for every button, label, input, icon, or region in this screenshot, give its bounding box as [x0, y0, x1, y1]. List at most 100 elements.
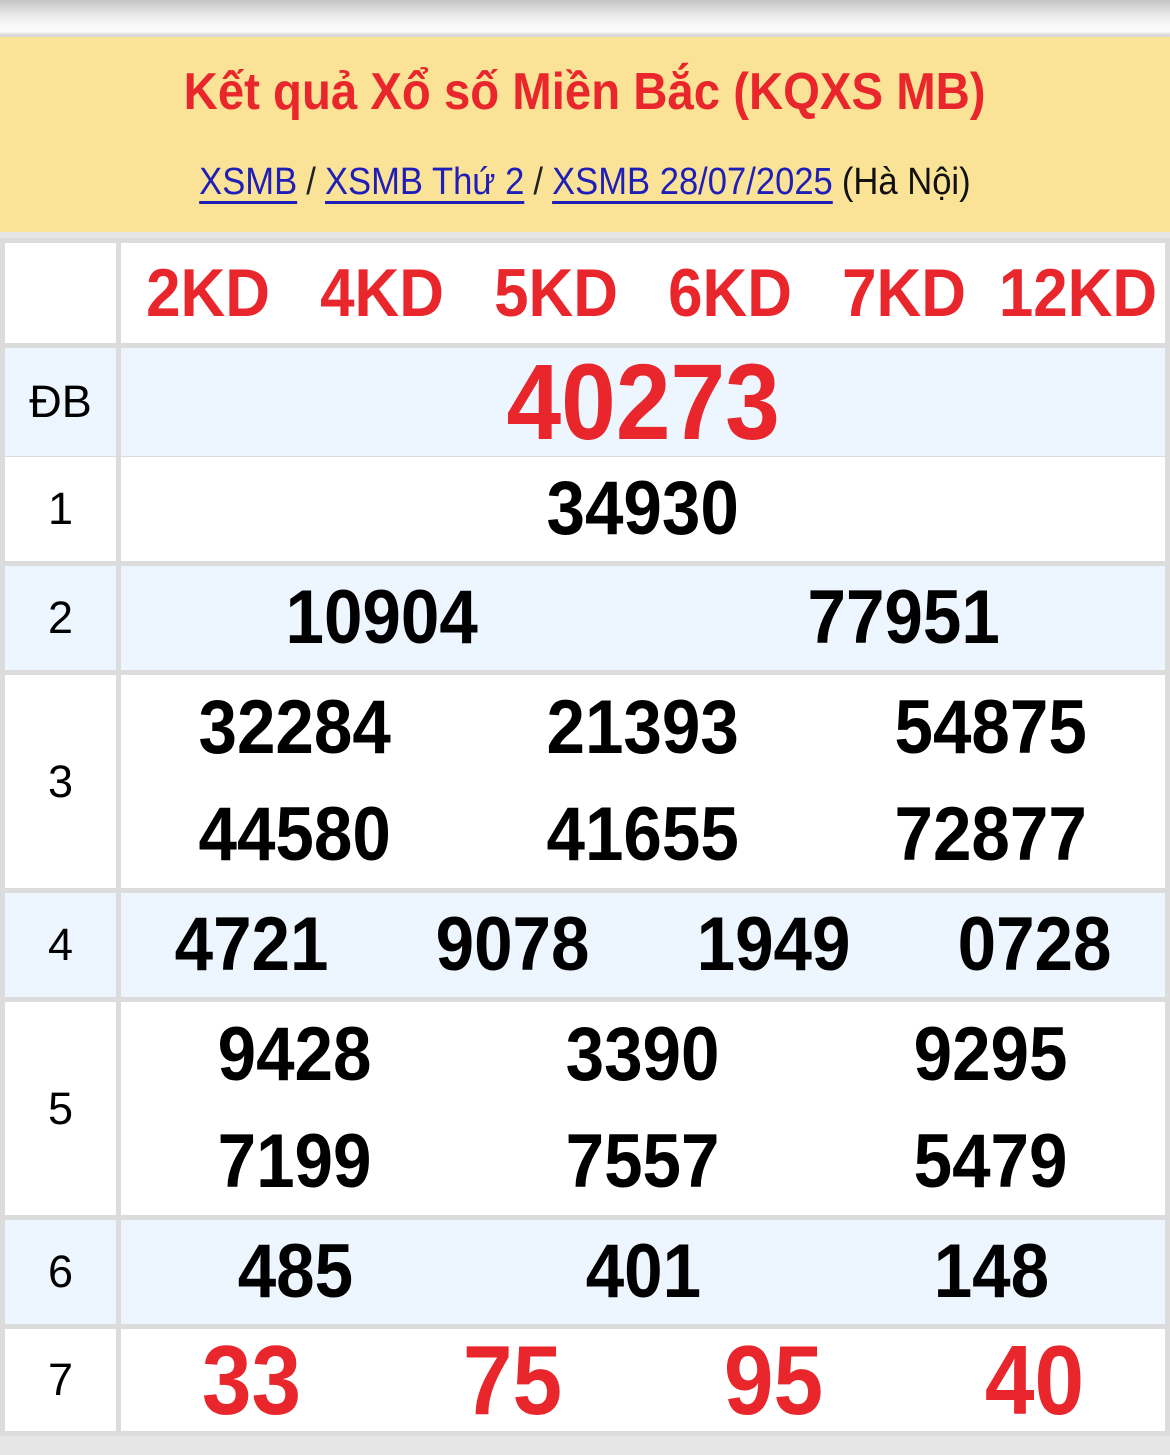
- prize-label-text: ĐB: [29, 376, 92, 427]
- breadcrumb-link-3[interactable]: XSMB 28/07/2025: [552, 161, 833, 203]
- prize-label-7: 7: [5, 1329, 116, 1431]
- breadcrumb-separator: /: [533, 161, 544, 203]
- kd-tab-cell: 2KD: [121, 243, 295, 343]
- breadcrumb-line: XSMB / XSMB Thứ 2/XSMB 28/07/2025 (Hà Nội): [0, 159, 1170, 205]
- prize-label-1: 1: [5, 457, 116, 561]
- prize-number-cell: 485: [121, 1220, 469, 1324]
- prize-values-line: 33 75 95 40: [121, 1329, 1165, 1431]
- prize-number: 44580: [198, 791, 392, 877]
- kd-tabs-line: 2KD 4KD 5KD 6KD 7KD 12KD: [121, 243, 1165, 343]
- prize-number-cell: 21393: [469, 675, 817, 782]
- prize-number-cell: 77951: [643, 566, 1165, 670]
- prize-number-cell: 7199: [121, 1109, 469, 1216]
- prize-number: 77951: [807, 575, 1001, 660]
- breadcrumb-separator: /: [306, 161, 316, 203]
- kd-tab-5kd[interactable]: 5KD: [494, 255, 618, 331]
- prize-number-cell: 10904: [121, 566, 643, 670]
- prize-number-cell: 9295: [817, 1002, 1165, 1109]
- breadcrumb-link-1[interactable]: XSMB: [199, 161, 298, 203]
- kd-tab-6kd[interactable]: 6KD: [668, 255, 792, 331]
- prize-row-3: 3 32284 21393 54875 44580 41655 72877: [5, 675, 1165, 888]
- prize-number: 1949: [696, 902, 851, 987]
- prize-number-cell: 32284: [121, 675, 469, 782]
- prize-number: 95: [723, 1325, 824, 1435]
- prize-number: 3390: [566, 1012, 720, 1098]
- breadcrumb-link-2[interactable]: XSMB Thứ 2: [325, 161, 525, 203]
- prize-number-cell: 401: [469, 1220, 817, 1324]
- prize-number-cell: 33: [121, 1329, 382, 1431]
- prize-number: 0728: [957, 902, 1112, 987]
- prize-number: 9428: [218, 1012, 372, 1098]
- prize-number-cell: 9428: [121, 1002, 469, 1109]
- kd-tab-cell: 5KD: [469, 243, 643, 343]
- prize-number: 148: [933, 1229, 1049, 1314]
- kd-header-empty-cell: [5, 243, 116, 343]
- prize-values-line: 7199 7557 5479: [121, 1109, 1165, 1216]
- page-title: Kết quả Xổ số Miền Bắc (KQXS MB): [184, 63, 986, 121]
- prize-number: 33: [201, 1325, 302, 1435]
- prize-label-text: 2: [47, 592, 74, 643]
- kd-header-row: 2KD 4KD 5KD 6KD 7KD 12KD: [5, 243, 1165, 343]
- prize-values-line: 9428 3390 9295: [121, 1002, 1165, 1109]
- prize-number: 54875: [894, 685, 1088, 771]
- breadcrumb: XSMB / XSMB Thứ 2/XSMB 28/07/2025: [199, 161, 833, 203]
- prize-number-cell: 5479: [817, 1109, 1165, 1216]
- breadcrumb-location: (Hà Nội): [842, 161, 971, 203]
- prize-values-db: 40273: [121, 348, 1165, 456]
- prize-number-cell: 34930: [121, 457, 1165, 561]
- prize-values-5: 9428 3390 9295 7199 7557 5479: [121, 1002, 1165, 1215]
- prize-values-line: 34930: [121, 457, 1165, 561]
- prize-values-line: 4721 9078 1949 0728: [121, 893, 1165, 997]
- results-body: ĐB 40273 1 34930 2 10904 77951 3 32284 21393 54875…: [5, 348, 1165, 1431]
- prize-number-cell: 7557: [469, 1109, 817, 1216]
- prize-label-db: ĐB: [5, 348, 116, 456]
- prize-values-2: 10904 77951: [121, 566, 1165, 670]
- prize-number: 401: [585, 1229, 701, 1314]
- prize-values-6: 485 401 148: [121, 1220, 1165, 1324]
- prize-number: 9295: [914, 1012, 1068, 1098]
- prize-label-text: 3: [47, 755, 74, 807]
- prize-number: 7199: [218, 1118, 372, 1204]
- prize-number: 32284: [198, 685, 392, 771]
- kd-tab-2kd[interactable]: 2KD: [146, 255, 270, 331]
- prize-values-line: 485 401 148: [121, 1220, 1165, 1324]
- prize-row-7: 7 33 75 95 40: [5, 1329, 1165, 1431]
- prize-number: 9078: [435, 902, 590, 987]
- prize-label-6: 6: [5, 1220, 116, 1324]
- prize-label-3: 3: [5, 675, 116, 888]
- prize-number: 4721: [174, 902, 329, 987]
- kd-tabs: 2KD 4KD 5KD 6KD 7KD 12KD: [121, 243, 1165, 343]
- prize-number: 21393: [546, 685, 740, 771]
- prize-label-text: 5: [47, 1082, 74, 1134]
- kd-tab-cell: 4KD: [295, 243, 469, 343]
- prize-number: 75: [462, 1325, 563, 1435]
- prize-number-cell: 75: [382, 1329, 643, 1431]
- prize-number: 40: [984, 1325, 1085, 1435]
- prize-number-cell: 44580: [121, 782, 469, 889]
- prize-row-db: ĐB 40273: [5, 348, 1165, 456]
- results-table: 2KD 4KD 5KD 6KD 7KD 12KD ĐB 40273 1 34930 2 10904 7…: [0, 238, 1170, 1436]
- prize-row-1: 1 34930: [5, 457, 1165, 561]
- prize-row-6: 6 485 401 148: [5, 1220, 1165, 1324]
- prize-label-text: 7: [47, 1354, 74, 1405]
- prize-values-7: 33 75 95 40: [121, 1329, 1165, 1431]
- prize-row-5: 5 9428 3390 9295 7199 7557 5479: [5, 1002, 1165, 1215]
- prize-number-cell: 72877: [817, 782, 1165, 889]
- prize-values-line: 44580 41655 72877: [121, 782, 1165, 889]
- prize-label-2: 2: [5, 566, 116, 670]
- prize-number: 10904: [285, 575, 479, 660]
- prize-label-text: 4: [47, 919, 74, 970]
- prize-row-2: 2 10904 77951: [5, 566, 1165, 670]
- kd-tab-12kd[interactable]: 12KD: [998, 255, 1158, 331]
- prize-values-line: 40273: [121, 348, 1165, 456]
- prize-values-1: 34930: [121, 457, 1165, 561]
- top-gradient-bar: [0, 0, 1170, 37]
- kd-tab-7kd[interactable]: 7KD: [842, 255, 966, 331]
- prize-number-cell: 41655: [469, 782, 817, 889]
- prize-number: 41655: [546, 791, 740, 877]
- prize-label-4: 4: [5, 893, 116, 997]
- kd-tab-cell: 6KD: [643, 243, 817, 343]
- prize-number-cell: 9078: [382, 893, 643, 997]
- prize-number-cell: 4721: [121, 893, 382, 997]
- kd-tab-4kd[interactable]: 4KD: [320, 255, 444, 331]
